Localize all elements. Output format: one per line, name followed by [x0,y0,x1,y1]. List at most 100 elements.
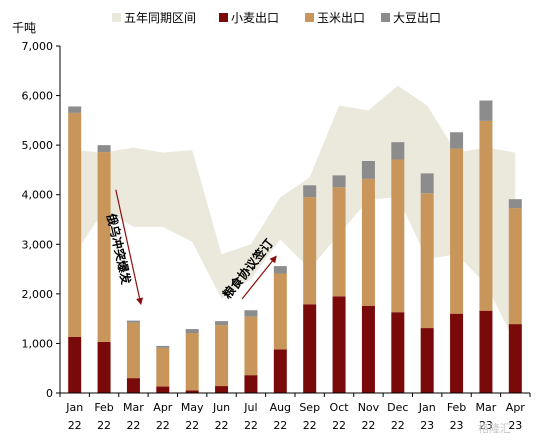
watermark: 格隆汇 [478,421,511,435]
x-tick-label-month: May [181,401,204,414]
bar-soybean-0 [68,106,82,113]
x-tick-label-year: 22 [332,419,346,432]
y-tick-label: 1,000 [22,337,54,350]
x-tick-label-month: Feb [94,401,113,414]
x-tick-label-month: Apr [153,401,173,414]
y-tick-label: 4,000 [22,189,54,202]
five-year-band [74,85,516,344]
bar-corn-9 [332,187,346,297]
bar-corn-1 [97,152,111,342]
x-tick-label-year: 22 [156,419,170,432]
x-tick-label-month: Jan [418,401,436,414]
y-tick-label: 5,000 [22,139,54,152]
bar-soybean-12 [420,173,434,194]
y-tick-label: 3,000 [22,238,54,251]
bar-wheat-6 [244,375,258,393]
x-tick-label-year: 22 [68,419,82,432]
x-tick-label-month: Jan [65,401,83,414]
bar-soybean-13 [450,132,464,149]
bar-wheat-15 [508,324,522,393]
y-tick-label: 0 [46,387,53,400]
legend-swatch-0 [112,13,121,22]
x-tick-label-year: 23 [420,419,434,432]
y-unit-label: 千吨 [12,21,36,35]
bar-soybean-3 [156,345,170,348]
bar-wheat-7 [273,349,287,393]
bar-wheat-13 [450,313,464,393]
x-tick-label-year: 22 [97,419,111,432]
bar-wheat-9 [332,296,346,393]
x-tick-label-month: Sep [299,401,320,414]
x-tick-label-year: 22 [185,419,199,432]
bar-soybean-9 [332,175,346,188]
x-tick-label-month: Mar [476,401,497,414]
bar-corn-8 [303,197,317,305]
bar-corn-11 [391,159,405,313]
x-tick-label-year: 23 [479,419,493,432]
bar-wheat-1 [97,341,111,393]
bar-wheat-3 [156,386,170,393]
x-tick-label-month: Mar [123,401,144,414]
bar-soybean-14 [479,100,493,121]
x-tick-label-year: 23 [508,419,522,432]
x-tick-label-year: 22 [303,419,317,432]
bar-soybean-2 [126,320,140,323]
bar-soybean-8 [303,185,317,198]
x-tick-label-year: 22 [273,419,287,432]
bar-corn-15 [508,208,522,325]
x-tick-label-year: 22 [391,419,405,432]
bar-corn-14 [479,120,493,311]
bar-soybean-11 [391,142,405,160]
bar-soybean-6 [244,310,258,317]
x-tick-label-month: Apr [506,401,526,414]
annotation-arrow-0 [115,189,144,306]
bar-corn-0 [68,112,82,337]
bar-corn-10 [361,178,375,306]
bar-corn-13 [450,148,464,314]
axes: 0 1,000 2,000 3,000 4,000 5,000 6,000 7,000 Jan 2… [22,40,531,432]
bar-corn-7 [273,273,287,350]
bar-soybean-1 [97,145,111,153]
bar-soybean-4 [185,329,199,334]
bar-corn-6 [244,316,258,376]
y-tick-label: 7,000 [22,40,54,53]
bars [68,100,522,393]
band-area [74,85,516,344]
x-tick-label-month: Feb [447,401,466,414]
bar-soybean-7 [273,266,287,274]
bar-corn-12 [420,193,434,329]
legend-label-3: 大豆出口 [393,11,441,25]
bar-soybean-10 [361,161,375,179]
x-tick-label-year: 22 [126,419,140,432]
bar-corn-5 [215,325,229,387]
x-tick-label-month: Aug [270,401,291,414]
x-tick-label-month: Jun [212,401,230,414]
bar-wheat-10 [361,305,375,393]
bar-soybean-15 [508,199,522,209]
bar-soybean-5 [215,321,229,326]
bar-wheat-12 [420,328,434,393]
x-tick-label-month: Oct [330,401,350,414]
y-tick-label: 6,000 [22,90,54,103]
bar-wheat-0 [68,336,82,393]
legend-swatch-1 [219,13,228,22]
x-tick-label-year: 22 [244,419,258,432]
x-tick-label-year: 22 [215,419,229,432]
legend-swatch-2 [305,13,314,22]
x-tick-label-year: 23 [450,419,464,432]
bar-wheat-2 [126,378,140,393]
legend-label-1: 小麦出口 [231,11,279,25]
bar-wheat-5 [215,386,229,393]
legend: 五年同期区间 小麦出口 玉米出口 大豆出口 [112,11,441,25]
bar-corn-2 [126,322,140,379]
x-tick-label-month: Jul [243,401,257,414]
bar-wheat-8 [303,304,317,393]
legend-label-2: 玉米出口 [317,11,365,25]
bar-corn-4 [185,333,199,391]
y-tick-label: 2,000 [22,288,54,301]
annotation-arrow-1 [241,255,277,300]
bar-wheat-11 [391,312,405,393]
bar-wheat-4 [185,390,199,393]
legend-label-0: 五年同期区间 [124,11,196,25]
